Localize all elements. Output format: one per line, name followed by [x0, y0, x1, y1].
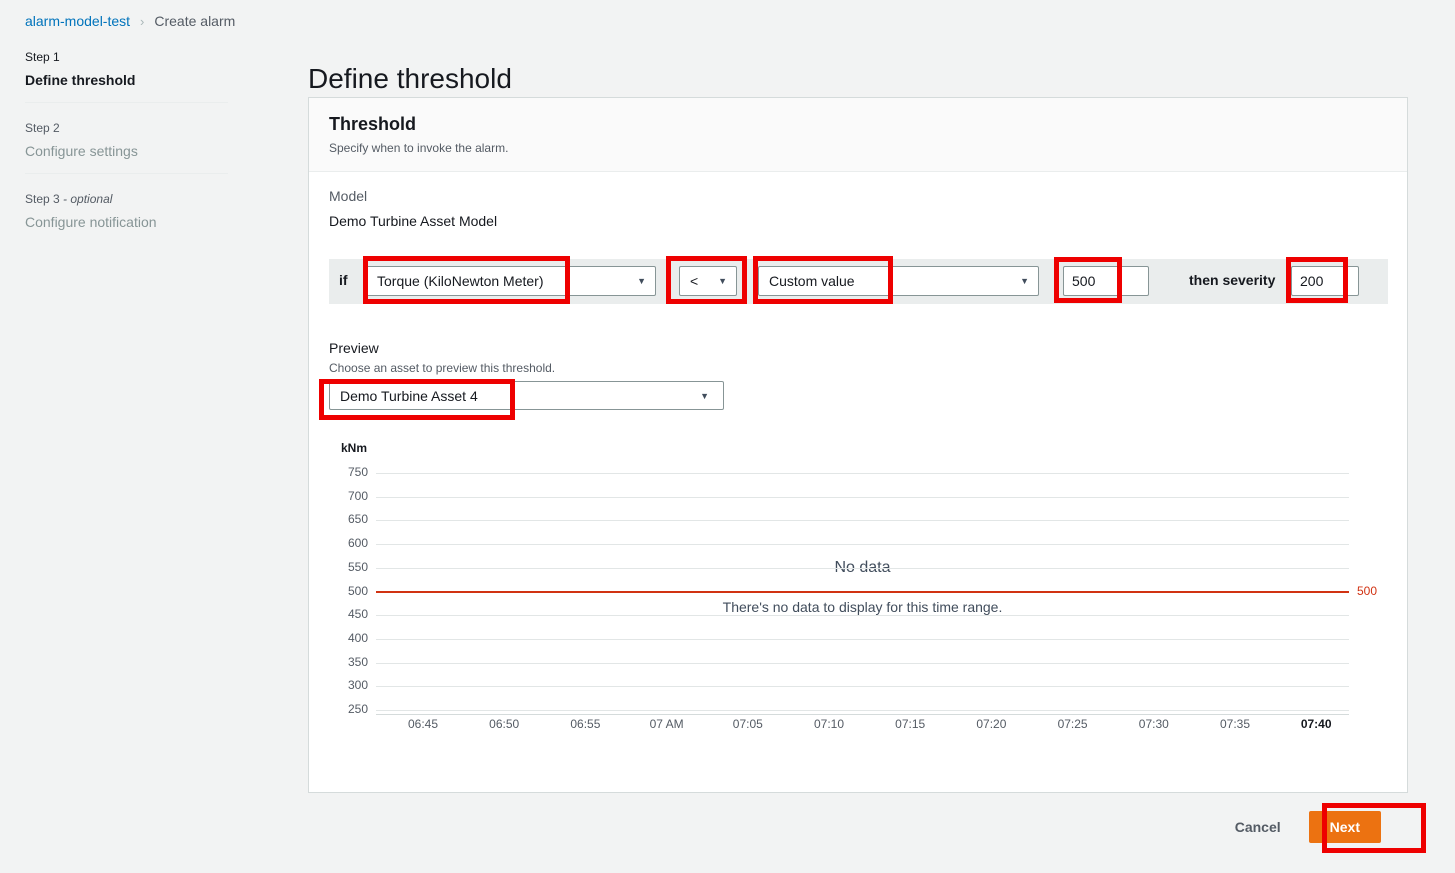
- threshold-line: [376, 590, 1349, 593]
- chart-gridline: [376, 544, 1349, 546]
- chart-x-axis-line: [376, 714, 1349, 715]
- chart-gridline: [376, 615, 1349, 617]
- chart-y-tick: 700: [347, 488, 368, 503]
- chart-y-tick: 650: [347, 512, 368, 527]
- chart-x-tick: 07:15: [895, 717, 926, 731]
- chart-gridline: [376, 686, 1349, 688]
- breadcrumb-chevron-icon: ›: [140, 13, 145, 29]
- then-severity-label: then severity: [1189, 272, 1276, 288]
- threshold-value-label: 500: [1357, 583, 1378, 598]
- chart-x-tick: 07:20: [976, 717, 1007, 731]
- value-type-select[interactable]: Custom value ▼: [758, 266, 1039, 296]
- breadcrumb-current: Create alarm: [154, 13, 236, 29]
- wizard-footer: Cancel Next: [308, 811, 1408, 843]
- chart-x-tick: 07:25: [1057, 717, 1088, 731]
- chart-gridline: [376, 662, 1349, 664]
- preview-title: Preview: [329, 340, 379, 356]
- chart-no-data-message: There's no data to display for this time…: [722, 599, 1003, 615]
- page-title: Define threshold: [308, 62, 512, 94]
- chart-no-data-title: No data: [834, 559, 891, 576]
- operator-select[interactable]: < ▼: [679, 266, 737, 296]
- model-label: Model: [329, 188, 368, 204]
- step-1-number: Step 1: [25, 50, 60, 64]
- chevron-down-icon: ▼: [1020, 276, 1029, 286]
- chart-x-tick: 07:10: [813, 717, 845, 731]
- step-2-item[interactable]: Step 2 Configure settings: [25, 115, 230, 173]
- chart-y-tick: 500: [347, 583, 368, 598]
- model-value: Demo Turbine Asset Model: [329, 213, 498, 229]
- chart-y-tick: 250: [347, 702, 368, 716]
- chart-x-tick: 07:30: [1138, 717, 1169, 731]
- breadcrumb: alarm-model-test › Create alarm: [25, 13, 235, 29]
- chevron-down-icon: ▼: [718, 276, 727, 286]
- threshold-value-input[interactable]: [1063, 266, 1149, 296]
- chart-y-tick: 350: [347, 654, 368, 669]
- property-select-value: Torque (KiloNewton Meter): [377, 273, 544, 289]
- step-2-number: Step 2: [25, 121, 60, 135]
- threshold-card: Threshold Specify when to invoke the ala…: [308, 97, 1408, 793]
- chart-y-tick: 450: [347, 607, 368, 622]
- step-3-optional-tag: - optional: [63, 192, 113, 206]
- wizard-steps-nav: Step 1 Define threshold Step 2 Configure…: [25, 44, 230, 244]
- chart-gridline: [376, 473, 1349, 474]
- step-divider: [25, 173, 228, 174]
- chart-x-tick: 07:40: [1300, 717, 1332, 731]
- preview-chart: kNm No data There's no data to display f…: [331, 441, 1401, 751]
- threshold-card-title: Threshold: [329, 114, 417, 134]
- value-type-select-value: Custom value: [769, 273, 855, 289]
- rule-expression-strip: if Torque (KiloNewton Meter) ▼ < ▼ Custo…: [329, 259, 1388, 304]
- chart-x-tick: 06:45: [407, 717, 439, 731]
- asset-select-value: Demo Turbine Asset 4: [340, 387, 478, 404]
- chart-gridline: [376, 638, 1349, 640]
- preview-description: Choose an asset to preview this threshol…: [329, 361, 556, 375]
- step-1-item: Step 1 Define threshold: [25, 44, 230, 102]
- chart-gridline: [376, 567, 1349, 569]
- chart-y-tick: 400: [347, 630, 368, 645]
- step-3-number: Step 3 - optional: [25, 192, 113, 206]
- cancel-button[interactable]: Cancel: [1234, 819, 1281, 835]
- chart-gridline: [376, 496, 1349, 498]
- step-3-item[interactable]: Step 3 - optional Configure notification: [25, 186, 230, 244]
- threshold-card-header: Threshold Specify when to invoke the ala…: [309, 98, 1407, 172]
- chart-x-tick: 07:05: [732, 717, 763, 731]
- chart-unit-label: kNm: [341, 441, 368, 455]
- chart-x-tick: 06:55: [570, 717, 601, 731]
- operator-select-value: <: [690, 273, 699, 289]
- step-divider: [25, 102, 228, 103]
- if-label: if: [339, 272, 348, 288]
- step-1-label: Define threshold: [25, 72, 136, 88]
- chevron-down-icon: ▼: [637, 276, 646, 286]
- chart-y-tick: 600: [347, 536, 368, 551]
- next-button[interactable]: Next: [1308, 811, 1381, 843]
- property-select[interactable]: Torque (KiloNewton Meter) ▼: [366, 266, 656, 296]
- chart-x-tick: 07 AM: [649, 717, 684, 731]
- chart-x-tick: 07:35: [1219, 717, 1251, 731]
- chart-y-tick: 550: [347, 559, 368, 574]
- chart-x-tick: 06:50: [489, 717, 520, 731]
- step-2-label[interactable]: Configure settings: [25, 143, 138, 159]
- asset-select[interactable]: Demo Turbine Asset 4 ▼: [329, 381, 724, 410]
- chart-gridline: [376, 710, 1349, 711]
- threshold-card-description: Specify when to invoke the alarm.: [329, 141, 509, 155]
- breadcrumb-alarm-model-link[interactable]: alarm-model-test: [25, 13, 131, 29]
- step-3-label[interactable]: Configure notification: [25, 214, 157, 230]
- chart-y-tick: 750: [347, 465, 368, 479]
- chart-y-tick: 300: [347, 678, 368, 693]
- chevron-down-icon: ▼: [700, 390, 709, 401]
- severity-input[interactable]: [1291, 266, 1359, 296]
- chart-gridline: [376, 520, 1349, 522]
